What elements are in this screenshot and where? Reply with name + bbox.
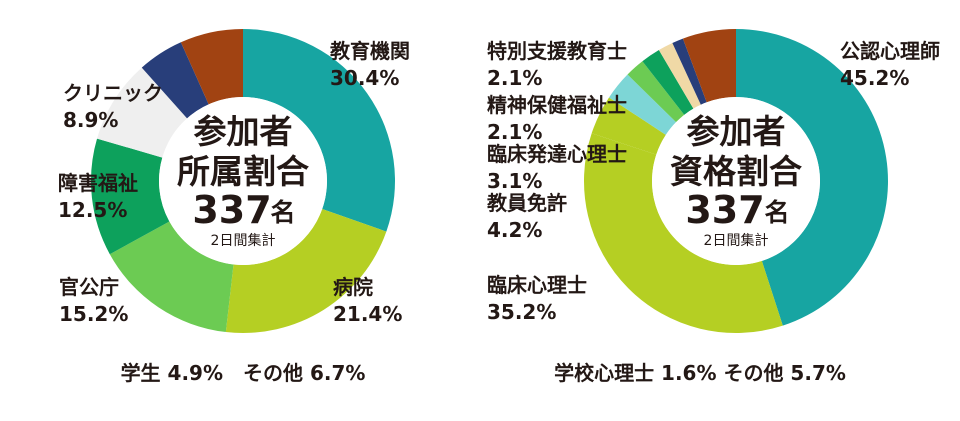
slice-percent: 21.4% (333, 302, 402, 326)
slice-label: 特別支援教育士 (487, 39, 627, 63)
chart-title-line: 所属割合 (177, 152, 309, 191)
slice-病院 (225, 208, 387, 333)
slice-学校心理士 (658, 42, 701, 109)
slice-臨床発達心理士 (609, 74, 677, 135)
donut-hole (159, 97, 327, 265)
slice-label: 教員免許 (487, 191, 567, 215)
aggregation-note: 2日間集計 (704, 232, 769, 249)
chart-title-line: 参加者 (687, 112, 786, 151)
slice-label: 精神保健福祉士 (487, 93, 627, 117)
slice-percent: 30.4% (330, 66, 399, 90)
slice-特別支援教育士 (642, 50, 694, 115)
slice-学生 (141, 42, 209, 119)
slice-クリニック (97, 67, 188, 158)
slice-精神保健福祉士 (627, 61, 685, 123)
slice-教員免許 (591, 97, 666, 155)
slice-unlabeled (672, 38, 707, 105)
slice-percent: 45.2% (840, 66, 909, 90)
slice-教育機関 (243, 29, 395, 232)
slice-その他 (180, 29, 243, 105)
slice-label: 公認心理師 (840, 39, 940, 63)
small-slices-note: 学校心理士 1.6% その他 5.7% (554, 361, 846, 385)
slice-percent: 35.2% (487, 300, 556, 324)
slice-label: クリニック (63, 81, 163, 105)
slice-percent: 3.1% (487, 169, 542, 193)
slice-label: 臨床心理士 (487, 273, 587, 297)
slice-label: 障害福祉 (58, 171, 138, 195)
slice-percent: 4.2% (487, 218, 542, 242)
slice-label: 教育機関 (330, 39, 410, 63)
slice-percent: 8.9% (63, 108, 118, 132)
aggregation-note: 2日間集計 (211, 232, 276, 249)
slice-その他 (682, 29, 736, 103)
slice-percent: 12.5% (58, 198, 127, 222)
donut-hole (652, 97, 820, 265)
slice-障害福祉 (91, 138, 170, 255)
total-unit: 名 (270, 198, 295, 227)
chart-title-line: 資格割合 (670, 152, 802, 191)
chart-title-line: 参加者 (194, 112, 293, 151)
slice-percent: 15.2% (59, 302, 128, 326)
total-unit: 名 (764, 198, 789, 227)
slice-label: 臨床発達心理士 (487, 142, 627, 166)
slice-公認心理師 (736, 29, 888, 326)
slice-label: 病院 (333, 275, 373, 299)
slice-percent: 2.1% (487, 66, 542, 90)
slice-percent: 2.1% (487, 120, 542, 144)
small-slices-note: 学生 4.9% その他 6.7% (121, 361, 366, 385)
total-count: 337 (192, 188, 271, 232)
slice-label: 官公庁 (59, 275, 119, 299)
slice-官公庁 (109, 221, 234, 333)
slice-臨床心理士 (584, 133, 783, 333)
total-count: 337 (685, 188, 764, 232)
